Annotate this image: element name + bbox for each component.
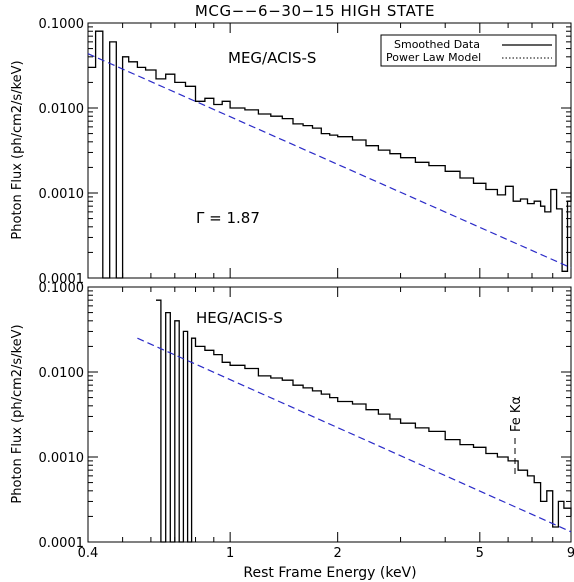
figure-title: MCG−−6−30−15 HIGH STATE xyxy=(195,2,435,20)
x-tick-label: 1 xyxy=(226,546,234,561)
bottom-panel-label: HEG/ACIS-S xyxy=(196,309,283,327)
legend-label-model: Power Law Model xyxy=(386,51,481,64)
y-tick-label: 0.0001 xyxy=(39,536,85,551)
bottom-plot-frame xyxy=(87,286,572,543)
x-tick-label: 5 xyxy=(476,546,484,561)
smoothed-data-line xyxy=(156,299,572,543)
x-tick-label: 0.4 xyxy=(78,546,99,561)
x-tick-label: 2 xyxy=(334,546,342,561)
smoothed-data-line xyxy=(88,30,572,279)
x-tick-label: 9 xyxy=(567,546,574,561)
fe-k-alpha-label: Fe Kα xyxy=(509,396,524,432)
top-panel-label: MEG/ACIS-S xyxy=(228,49,316,67)
y-tick-label: 0.0100 xyxy=(39,366,85,381)
x-axis-label: Rest Frame Energy (keV) xyxy=(243,565,416,581)
top-plot-frame xyxy=(87,22,572,279)
legend-box xyxy=(380,34,557,67)
top-panel: 0.0001 0.0010 0.0100 0.1000 xyxy=(39,17,572,287)
y-tick-label: 0.0001 xyxy=(39,272,85,287)
y-tick-label: 0.1000 xyxy=(39,281,85,296)
power-law-model-line xyxy=(137,337,572,533)
bottom-y-axis-label: Photon Flux (ph/cm2/s/keV) xyxy=(10,324,25,503)
bottom-panel: 0.4 1 2 5 9 0.0001 0.0010 0.0100 0.1000 xyxy=(39,281,574,561)
y-tick-label: 0.0010 xyxy=(39,451,85,466)
y-tick-label: 0.0100 xyxy=(39,102,85,117)
y-tick-label: 0.1000 xyxy=(39,17,85,32)
y-tick-label: 0.0010 xyxy=(39,187,85,202)
legend: Smoothed Data Power Law Model xyxy=(380,34,557,67)
legend-label-data: Smoothed Data xyxy=(394,38,480,51)
top-y-axis-label: Photon Flux (ph/cm2/s/keV) xyxy=(10,60,25,239)
power-law-model-line xyxy=(87,53,572,269)
gamma-annotation: Γ = 1.87 xyxy=(196,209,260,227)
